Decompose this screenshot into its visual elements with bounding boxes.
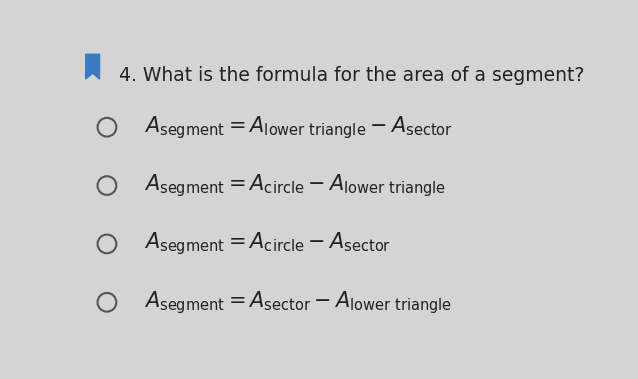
Text: $A_{\mathrm{segment}} = A_{\mathrm{lower\ triangle}} - A_{\mathrm{sector}}$: $A_{\mathrm{segment}} = A_{\mathrm{lower… (144, 114, 453, 141)
Polygon shape (85, 54, 100, 79)
Text: 4. What is the formula for the area of a segment?: 4. What is the formula for the area of a… (119, 66, 584, 85)
Text: $A_{\mathrm{segment}} = A_{\mathrm{circle}} - A_{\mathrm{sector}}$: $A_{\mathrm{segment}} = A_{\mathrm{circl… (144, 230, 391, 257)
Text: $A_{\mathrm{segment}} = A_{\mathrm{circle}} - A_{\mathrm{lower\ triangle}}$: $A_{\mathrm{segment}} = A_{\mathrm{circl… (144, 172, 446, 199)
Text: $A_{\mathrm{segment}} = A_{\mathrm{sector}} - A_{\mathrm{lower\ triangle}}$: $A_{\mathrm{segment}} = A_{\mathrm{secto… (144, 289, 452, 316)
